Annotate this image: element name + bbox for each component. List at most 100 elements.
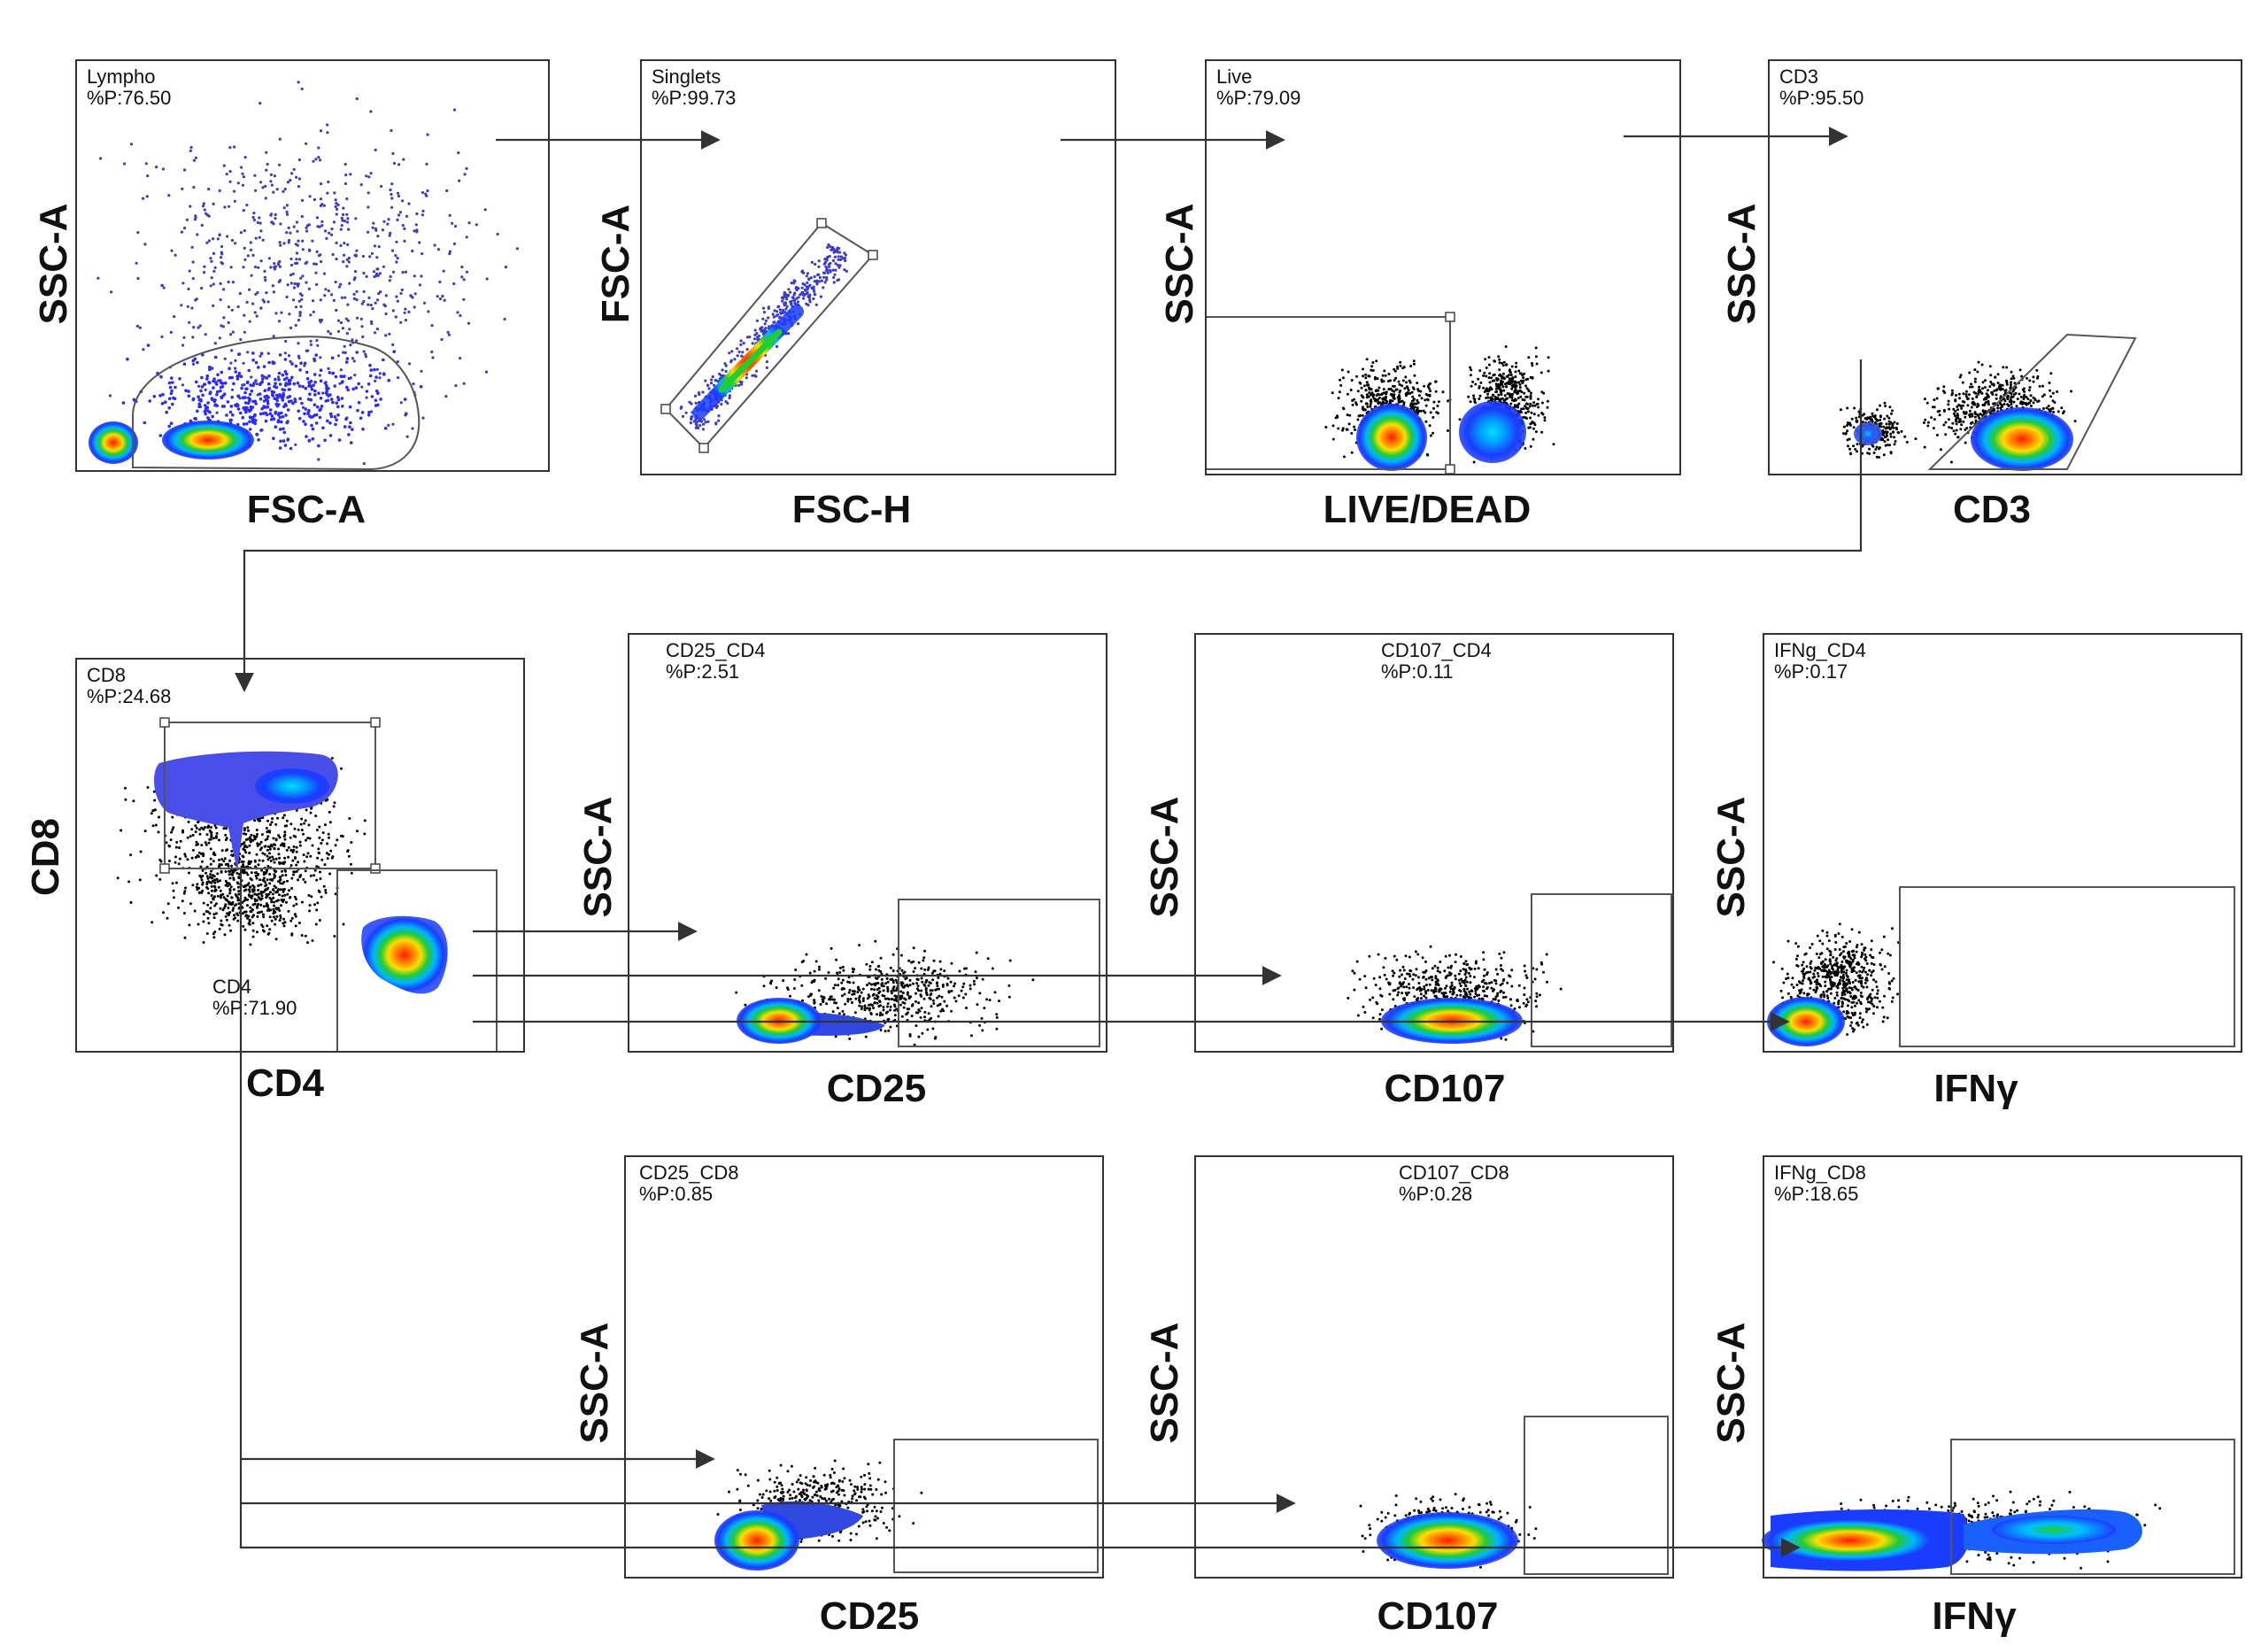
- event-dot: [1981, 387, 1984, 390]
- event-dot: [447, 333, 451, 336]
- event-dot: [273, 174, 276, 178]
- event-dot: [1493, 398, 1497, 401]
- event-dot: [307, 439, 312, 443]
- event-dot: [183, 168, 187, 172]
- event-dot: [922, 959, 925, 962]
- event-dot: [1942, 423, 1946, 427]
- event-dot: [745, 376, 748, 380]
- event-dot: [1960, 406, 1964, 410]
- event-dot: [346, 849, 350, 853]
- event-dot: [305, 226, 308, 229]
- event-dot: [939, 1009, 943, 1013]
- event-dot: [978, 992, 982, 995]
- event-dot: [845, 269, 849, 273]
- event-dot: [1399, 364, 1402, 367]
- event-dot: [261, 859, 265, 862]
- event-dot: [289, 274, 293, 277]
- event-dot: [812, 297, 815, 301]
- event-dot: [1370, 388, 1373, 391]
- event-dot: [1409, 365, 1413, 367]
- event-dot: [236, 407, 241, 411]
- event-dot: [803, 288, 807, 291]
- event-dot: [237, 352, 241, 357]
- event-dot: [785, 297, 789, 301]
- event-dot: [274, 838, 278, 842]
- event-dot: [207, 188, 211, 191]
- event-dot: [178, 377, 181, 381]
- event-dot: [916, 984, 920, 988]
- event-dot: [208, 912, 212, 915]
- event-dot: [319, 368, 323, 373]
- event-dot: [1973, 411, 1977, 414]
- event-dot: [1377, 393, 1381, 397]
- event-dot: [250, 274, 253, 277]
- event-dot: [167, 424, 171, 428]
- event-dot: [334, 374, 338, 379]
- event-dot: [782, 308, 785, 313]
- event-dot: [2047, 405, 2050, 408]
- event-dot: [294, 856, 297, 859]
- event-dot: [282, 922, 285, 925]
- event-dot: [230, 375, 235, 380]
- event-dot: [448, 252, 451, 256]
- event-dot: [271, 817, 274, 821]
- event-dot: [1942, 385, 1946, 389]
- event-dot: [837, 984, 840, 987]
- event-dot: [1365, 383, 1369, 387]
- event-dot: [325, 387, 328, 390]
- event-dot: [272, 335, 275, 338]
- event-dot: [830, 995, 833, 999]
- x-axis-label-cd8-cd4: CD4: [246, 1061, 325, 1105]
- event-dot: [875, 968, 877, 971]
- event-dot: [138, 878, 142, 882]
- event-dot: [2006, 394, 2010, 398]
- event-dot: [306, 852, 310, 855]
- event-dot: [330, 293, 334, 297]
- event-dot: [395, 240, 398, 243]
- event-dot: [1540, 412, 1544, 415]
- event-dot: [1383, 398, 1386, 401]
- event-dot: [194, 824, 197, 828]
- event-dot: [302, 420, 305, 423]
- event-dot: [373, 331, 377, 335]
- event-dot: [1365, 393, 1369, 397]
- x-axis-label-cd3: CD3: [1953, 488, 2031, 531]
- event-dot: [359, 416, 363, 421]
- event-dot: [1374, 390, 1377, 393]
- event-dot: [318, 415, 322, 420]
- event-dot: [297, 922, 301, 924]
- event-dot: [906, 1012, 909, 1015]
- event-dot: [220, 370, 224, 374]
- event-dot: [2029, 394, 2033, 398]
- event-dot: [945, 984, 949, 987]
- event-dot: [818, 275, 822, 280]
- event-dot: [1518, 372, 1522, 375]
- event-dot: [203, 265, 206, 268]
- event-dot: [282, 393, 286, 398]
- event-dot: [282, 917, 286, 921]
- event-dot: [354, 217, 358, 220]
- event-dot: [207, 825, 210, 829]
- event-dot: [361, 254, 365, 259]
- event-dot: [465, 235, 468, 239]
- event-dot: [212, 860, 215, 863]
- event-dot: [287, 845, 290, 849]
- event-dot: [2045, 406, 2049, 410]
- event-dot: [833, 255, 837, 259]
- event-dot: [198, 405, 202, 409]
- event-dot: [274, 870, 277, 874]
- event-dot: [207, 922, 211, 925]
- event-dot: [1964, 412, 1968, 415]
- event-dot: [1447, 429, 1449, 432]
- event-dot: [236, 882, 240, 885]
- gate-handle-singlets-1: [660, 404, 671, 414]
- gate-handle-cd8-2: [370, 717, 381, 728]
- density-cd4-population: [361, 915, 448, 994]
- event-dot: [2027, 389, 2031, 392]
- event-dot: [308, 384, 312, 388]
- event-dot: [285, 824, 289, 828]
- event-dot: [400, 288, 404, 292]
- event-dot: [204, 404, 207, 407]
- event-dot: [878, 990, 882, 993]
- event-dot: [483, 208, 487, 212]
